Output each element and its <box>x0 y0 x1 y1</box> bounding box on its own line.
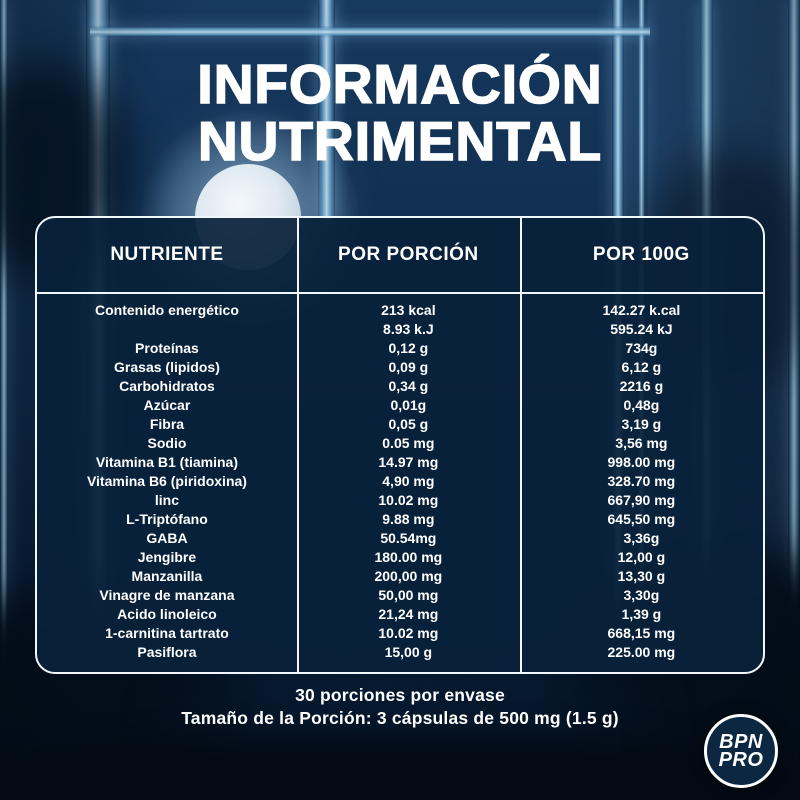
nutrient-name: Grasas (lipidos) <box>114 359 220 375</box>
per-100g-value: 645,50 mg <box>607 511 676 527</box>
nutrient-name: Acido linoleico <box>117 606 217 622</box>
table-header-row: NUTRIENTE POR PORCIÓN POR 100G <box>37 218 763 294</box>
per-serving-value: 180.00 mg <box>374 549 443 565</box>
per-serving-value: 50,00 mg <box>378 587 439 603</box>
per-serving-value: 0.05 mg <box>382 435 435 451</box>
table-row: 1-carnitina tartrato 10.02 mg 668,15 mg <box>37 624 763 643</box>
table-row: L-Triptófano 9.88 mg 645,50 mg <box>37 510 763 529</box>
table-row: GABA 50.54mg 3,36g <box>37 529 763 548</box>
bpn-pro-logo: BPN PRO <box>704 714 778 788</box>
column-header-por-100g: POR 100G <box>592 244 690 265</box>
per-100g-value: 2216 g <box>619 378 664 394</box>
column-header-nutriente: NUTRIENTE <box>110 244 224 265</box>
nutrient-name <box>37 320 297 339</box>
table-row: Fibra 0,05 g 3,19 g <box>37 415 763 434</box>
table-row: Jengibre 180.00 mg 12,00 g <box>37 548 763 567</box>
table-row: Grasas (lipidos) 0,09 g 6,12 g <box>37 358 763 377</box>
serving-size: Tamaño de la Porción: 3 cápsulas de 500 … <box>181 708 619 728</box>
nutrient-name: Pasiflora <box>137 644 197 660</box>
table-row: Proteínas 0,12 g 734g <box>37 339 763 358</box>
nutrient-name: Proteínas <box>135 340 199 356</box>
per-serving-value: 0,34 g <box>388 378 429 394</box>
per-100g-value: 3,36g <box>623 530 660 546</box>
per-serving-value: 8.93 k.J <box>383 321 434 337</box>
column-divider-1 <box>296 218 299 672</box>
table-row: Azúcar 0,01g 0,48g <box>37 396 763 415</box>
nutrient-name: Manzanilla <box>131 568 203 584</box>
page-title: INFORMACIÓN NUTRIMENTAL <box>0 53 800 172</box>
per-serving-value: 9.88 mg <box>382 511 435 527</box>
per-serving-value: 213 kcal <box>381 302 436 318</box>
per-serving-value: 10.02 mg <box>378 625 439 641</box>
nutrient-name: Fibra <box>149 416 185 432</box>
per-100g-value: 225.00 mg <box>607 644 676 660</box>
per-serving-value: 50.54mg <box>380 530 437 546</box>
per-serving-value: 14.97 mg <box>378 454 439 470</box>
table-row: Pasiflora 15,00 g 225.00 mg <box>37 643 763 662</box>
nutrient-name: Sodio <box>147 435 187 451</box>
table-row: Sodio 0.05 mg 3,56 mg <box>37 434 763 453</box>
serving-info: 30 porciones por envase Tamaño de la Por… <box>0 684 800 730</box>
per-100g-value: 1,39 g <box>621 606 662 622</box>
nutrition-table: NUTRIENTE POR PORCIÓN POR 100G Contenido… <box>35 216 765 674</box>
nutrient-name: Vitamina B1 (tiamina) <box>95 454 239 470</box>
per-100g-value: 12,00 g <box>617 549 666 565</box>
per-100g-value: 3,30g <box>623 587 660 603</box>
per-serving-value: 200,00 mg <box>374 568 443 584</box>
per-100g-value: 6,12 g <box>621 359 662 375</box>
table-row: Contenido energético 213 kcal 142.27 k.c… <box>37 301 763 320</box>
per-100g-value: 0,48g <box>623 397 660 413</box>
column-divider-2 <box>519 218 522 672</box>
foreground-ridge <box>0 735 800 800</box>
per-serving-value: 15,00 g <box>384 644 433 660</box>
logo-text-pro: PRO <box>718 749 764 771</box>
nutrient-name: Contenido energético <box>95 302 239 318</box>
nutrient-name: 1-carnitina tartrato <box>105 625 229 641</box>
nutrient-name: Vitamina B6 (piridoxina) <box>86 473 247 489</box>
per-serving-value: 0,12 g <box>388 340 429 356</box>
nutrient-name: Azúcar <box>143 397 191 413</box>
table-row: Acido linoleico 21,24 mg 1,39 g <box>37 605 763 624</box>
servings-per-container: 30 porciones por envase <box>295 685 505 705</box>
nutrient-name: Vinagre de manzana <box>99 587 235 603</box>
table-body: Contenido energético 213 kcal 142.27 k.c… <box>37 294 763 671</box>
per-100g-value: 328.70 mg <box>607 473 676 489</box>
per-serving-value: 21,24 mg <box>378 606 439 622</box>
per-100g-value: 595.24 kJ <box>610 321 673 337</box>
table-row: Vitamina B6 (piridoxina) 4,90 mg 328.70 … <box>37 472 763 491</box>
per-100g-value: 3,19 g <box>621 416 662 432</box>
per-100g-value: 734g <box>625 340 658 356</box>
per-serving-value: 0,01g <box>390 397 427 413</box>
window-frame-top-bar <box>90 26 650 37</box>
nutrient-name: linc <box>154 492 180 508</box>
nutrient-name: L-Triptófano <box>126 511 208 527</box>
per-100g-value: 998.00 mg <box>607 454 676 470</box>
per-100g-value: 667,90 mg <box>607 492 676 508</box>
per-serving-value: 4,90 mg <box>382 473 435 489</box>
table-row: Carbohidratos 0,34 g 2216 g <box>37 377 763 396</box>
per-serving-value: 0,09 g <box>388 359 429 375</box>
table-row: Vitamina B1 (tiamina) 14.97 mg 998.00 mg <box>37 453 763 472</box>
per-100g-value: 3,56 mg <box>615 435 668 451</box>
nutrient-name: GABA <box>146 530 188 546</box>
per-serving-value: 10.02 mg <box>378 492 439 508</box>
nutrient-name: Carbohidratos <box>119 378 215 394</box>
per-100g-value: 142.27 k.cal <box>602 302 681 318</box>
table-row: Vinagre de manzana 50,00 mg 3,30g <box>37 586 763 605</box>
per-100g-value: 13,30 g <box>617 568 666 584</box>
table-row: linc 10.02 mg 667,90 mg <box>37 491 763 510</box>
page-title-line1: INFORMACIÓN <box>197 53 603 115</box>
column-header-por-porcion: POR PORCIÓN <box>338 244 479 265</box>
table-row: 8.93 k.J 595.24 kJ <box>37 320 763 339</box>
per-serving-value: 0,05 g <box>388 416 429 432</box>
nutrient-name: Jengibre <box>137 549 197 565</box>
table-row: Manzanilla 200,00 mg 13,30 g <box>37 567 763 586</box>
page-title-line2: NUTRIMENTAL <box>197 110 603 172</box>
per-100g-value: 668,15 mg <box>607 625 676 641</box>
